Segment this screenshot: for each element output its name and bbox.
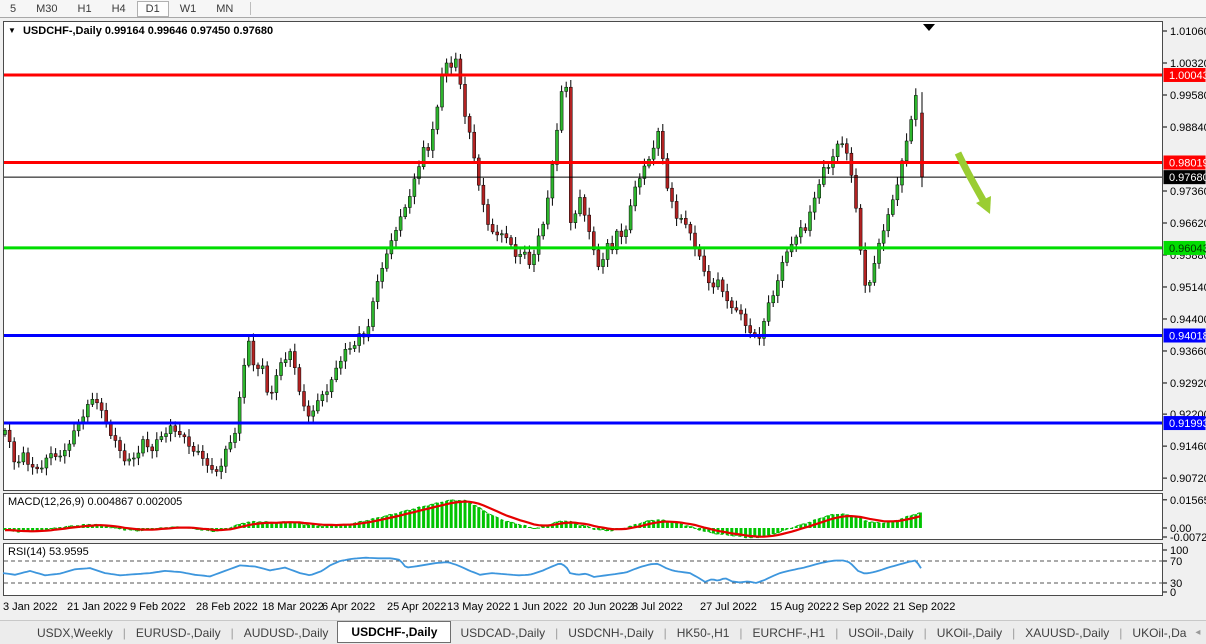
chevron-down-icon[interactable]: ▼ [8, 26, 16, 35]
price-axis-label: 0.96620 [1170, 218, 1206, 230]
date-label: 28 Feb 2022 [196, 601, 258, 613]
tab-usdchf-daily[interactable]: USDCHF-,Daily [337, 620, 452, 643]
price-axis-label: 0.99580 [1170, 90, 1206, 102]
tab-usdx-weekly[interactable]: USDX,Weekly [37, 625, 113, 640]
timeframe-button-m30[interactable]: M30 [36, 2, 58, 15]
tab-audusd-daily[interactable]: AUDUSD-,Daily [243, 625, 329, 640]
macd-axis-label: 0.015654 [1170, 495, 1206, 507]
price-axis-label: 0.90720 [1170, 473, 1206, 485]
tab-hk50-h1[interactable]: HK50-,H1 [676, 625, 730, 640]
date-label: 21 Sep 2022 [893, 601, 956, 613]
timeframe-button-mn[interactable]: MN [216, 2, 234, 15]
date-label: 6 Apr 2022 [322, 601, 376, 613]
timeframe-button-d1[interactable]: D1 [136, 0, 169, 17]
timeframe-button-h4[interactable]: H4 [111, 2, 126, 15]
rsi-axis-label: 70 [1170, 556, 1182, 568]
tab-ukoil-daily[interactable]: UKOil-,Daily [936, 625, 1003, 640]
rsi-axis-label: 0 [1170, 587, 1176, 599]
timeframe-toolbar: 5 M30 H1 H4 D1 W1 MN [0, 0, 1206, 18]
tab-separator: | [1012, 625, 1016, 640]
tab-separator: | [555, 625, 559, 640]
tab-separator: | [923, 625, 927, 640]
price-axis-label: 0.93660 [1170, 346, 1206, 358]
price-axis-label: 0.92200 [1170, 409, 1206, 421]
tab-eurusd-daily[interactable]: EURUSD-,Daily [135, 625, 221, 640]
price-line-tag-0.96043 [1163, 240, 1206, 255]
macd-axis-label: 0.00 [1170, 523, 1191, 535]
price-line-tag-0.94018 [1163, 328, 1206, 343]
time-axis: 3 Jan 2022 21 Jan 2022 9 Feb 2022 28 Feb 20… [0, 601, 1206, 615]
svg-text:0.94018: 0.94018 [1169, 330, 1206, 342]
tab-separator: | [122, 625, 126, 640]
macd-title: MACD(12,26,9) 0.004867 0.002005 [8, 496, 182, 508]
svg-text:0.97680: 0.97680 [1169, 172, 1206, 184]
tab-eurchf-h1[interactable]: EURCHF-,H1 [752, 625, 826, 640]
date-label: 9 Feb 2022 [130, 601, 186, 613]
rsi-title: RSI(14) 53.9595 [8, 546, 89, 558]
date-label: 2 Sep 2022 [833, 601, 890, 613]
price-axis-label: 1.01060 [1170, 26, 1206, 38]
chart-symbol: USDCHF-,Daily [22, 25, 102, 37]
date-label: 27 Jul 2022 [700, 601, 757, 613]
price-axis-label: 0.95880 [1170, 250, 1206, 262]
date-label: 15 Aug 2022 [770, 601, 832, 613]
price-axis-label: 0.94400 [1170, 314, 1206, 326]
price-axis-label: 1.00320 [1170, 58, 1206, 70]
timeframe-button-h1[interactable]: H1 [77, 2, 92, 15]
macd-indicator-values: 0.004867 0.002005 [87, 496, 183, 508]
price-line-tag-1.00043 [1163, 67, 1206, 82]
tab-separator: | [663, 625, 667, 640]
timeframe-button-w1[interactable]: W1 [179, 2, 197, 15]
date-label: 20 Jun 2022 [573, 601, 634, 613]
date-label: 1 Jun 2022 [513, 601, 568, 613]
macd-axis-label: -0.00725 [1170, 532, 1206, 544]
date-label: 8 Jul 2022 [632, 601, 683, 613]
svg-text:1.00043: 1.00043 [1169, 70, 1206, 82]
rsi-indicator-name: RSI(14) [8, 546, 46, 558]
tab-usdcnh-daily[interactable]: USDCNH-,Daily [568, 625, 654, 640]
tab-xauusd-daily[interactable]: XAUUSD-,Daily [1025, 625, 1110, 640]
tabs-scroll-left-icon[interactable]: ◂ [1195, 627, 1201, 638]
rsi-axis-label: 100 [1170, 545, 1188, 557]
tab-separator: | [1119, 625, 1123, 640]
tab-usoil-daily[interactable]: USOil-,Daily [848, 625, 914, 640]
price-axis-label: 0.97360 [1170, 186, 1206, 198]
rsi-axis-label: 30 [1170, 578, 1182, 590]
price-line-tag-0.98019 [1163, 155, 1206, 170]
chart-title: ▼ USDCHF-,Daily 0.99164 0.99646 0.97450 … [8, 25, 273, 37]
main-chart-panel[interactable] [3, 21, 1163, 491]
price-axis-label: 0.92920 [1170, 378, 1206, 390]
tab-separator: | [835, 625, 839, 640]
date-label: 13 May 2022 [447, 601, 511, 613]
timeframe-button-5[interactable]: 5 [10, 2, 17, 15]
rsi-indicator-value: 53.9595 [48, 546, 89, 558]
price-axis-label: 0.95140 [1170, 282, 1206, 294]
toolbar-separator [250, 2, 252, 15]
date-label: 21 Jan 2022 [67, 601, 128, 613]
price-axis-label: 0.98840 [1170, 122, 1206, 134]
macd-indicator-name: MACD(12,26,9) [8, 496, 85, 508]
svg-text:0.91993: 0.91993 [1169, 418, 1206, 430]
tab-separator: | [230, 625, 234, 640]
svg-text:0.96043: 0.96043 [1169, 243, 1206, 255]
tab-ukoil-da[interactable]: UKOil-,Da [1132, 625, 1187, 640]
price-line-tag-0.97680 [1163, 170, 1206, 185]
chart-ohlc-values: 0.99164 0.99646 0.97450 0.97680 [104, 25, 274, 37]
rsi-indicator-panel[interactable] [3, 543, 1163, 596]
price-axis-label: 0.91460 [1170, 441, 1206, 453]
date-label: 25 Apr 2022 [387, 601, 447, 613]
date-label: 18 Mar 2022 [262, 601, 324, 613]
date-label: 3 Jan 2022 [3, 601, 58, 613]
price-line-tag-0.91993 [1163, 416, 1206, 431]
svg-text:0.98019: 0.98019 [1169, 157, 1206, 169]
tab-usdcad-daily[interactable]: USDCAD-,Daily [460, 625, 546, 640]
chart-tab-bar: USDX,Weekly | EURUSD-,Daily | AUDUSD-,Daily U… [0, 620, 1206, 644]
tab-separator: | [739, 625, 743, 640]
